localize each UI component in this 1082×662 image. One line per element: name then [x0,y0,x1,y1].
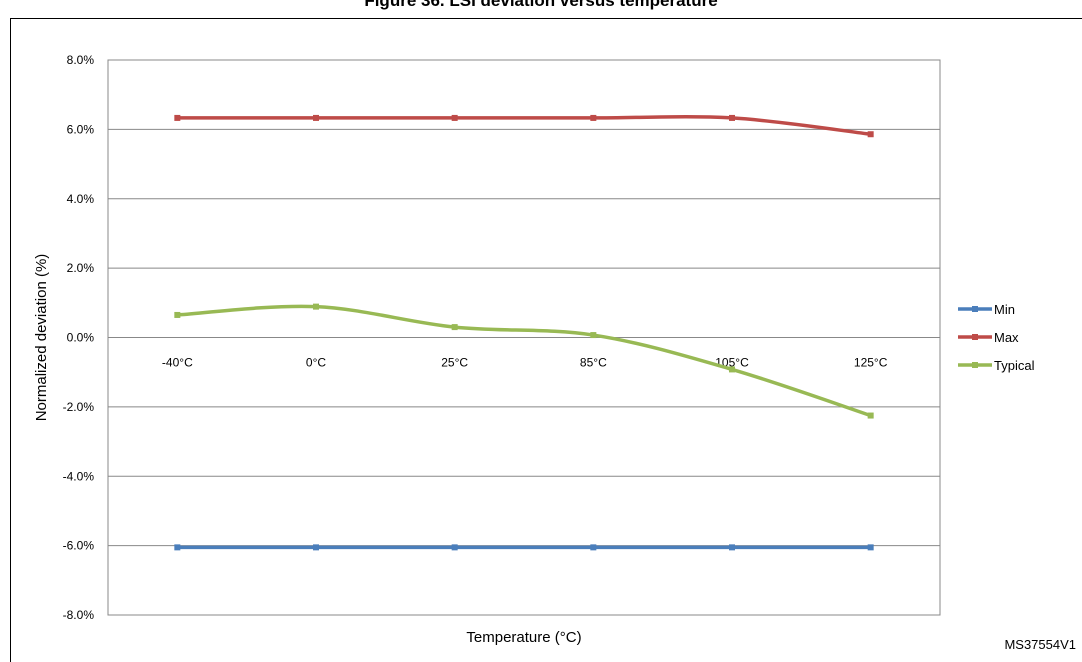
data-point-max [451,114,458,121]
legend-item-max: Max [958,330,1019,345]
data-point-max [313,114,319,121]
figure-title: Figure 36. LSI deviation versus temperat… [364,0,718,10]
series-line-max [177,114,871,136]
y-tick-label: -4.0% [63,469,95,483]
y-tick-label: 4.0% [67,192,95,206]
figure-code: MS37554V1 [1004,637,1076,652]
y-tick-label: -8.0% [63,608,95,622]
grid-lines [107,59,941,616]
x-tick-labels: -40°C 0°C 25°C 85°C 105°C 125°C [162,356,888,370]
legend-marker [972,334,978,340]
legend-label: Min [994,302,1015,317]
legend-label: Max [994,330,1019,345]
data-point-typical [590,332,597,339]
y-tick-label: 8.0% [67,53,95,67]
x-tick-label: 0°C [306,356,326,370]
data-point-typical [451,324,458,331]
y-tick-labels: 8.0% 6.0% 4.0% 2.0% 0.0% -2.0% -4.0% -6.0% -8.0% [63,53,95,622]
y-tick-label: 6.0% [67,122,95,136]
x-tick-label: -40°C [162,356,193,370]
data-point-typical [174,311,181,318]
series-line-typical [177,304,872,418]
figure-frame [10,18,1082,662]
x-tick-label: 125°C [854,356,888,370]
data-point-max [729,114,735,121]
y-tick-label: 0.0% [67,331,95,345]
legend-item-typical: Typical [958,358,1035,373]
legend: Min Max Typical [958,302,1035,373]
data-point-typical [729,366,735,373]
data-point-min [590,544,597,551]
y-axis-label: Normalized deviation (%) [33,254,50,422]
data-point-typical [313,303,319,310]
data-point-max [867,131,874,138]
y-tick-label: -2.0% [63,400,95,414]
legend-item-min: Min [958,302,1015,317]
legend-marker [972,362,978,368]
data-point-max [174,114,181,121]
data-point-min [174,544,181,551]
data-point-min [313,544,319,551]
data-point-min [729,544,735,551]
x-tick-label: 85°C [580,356,607,370]
data-point-typical [867,412,874,419]
legend-label: Typical [994,358,1035,373]
x-axis-label: Temperature (°C) [466,629,581,646]
data-point-min [451,544,458,551]
data-point-min [867,544,874,551]
y-tick-label: -6.0% [63,539,95,553]
series-lines [174,114,874,551]
legend-marker [972,306,978,312]
data-point-max [590,114,597,121]
x-tick-label: 25°C [441,356,468,370]
y-tick-label: 2.0% [67,261,95,275]
